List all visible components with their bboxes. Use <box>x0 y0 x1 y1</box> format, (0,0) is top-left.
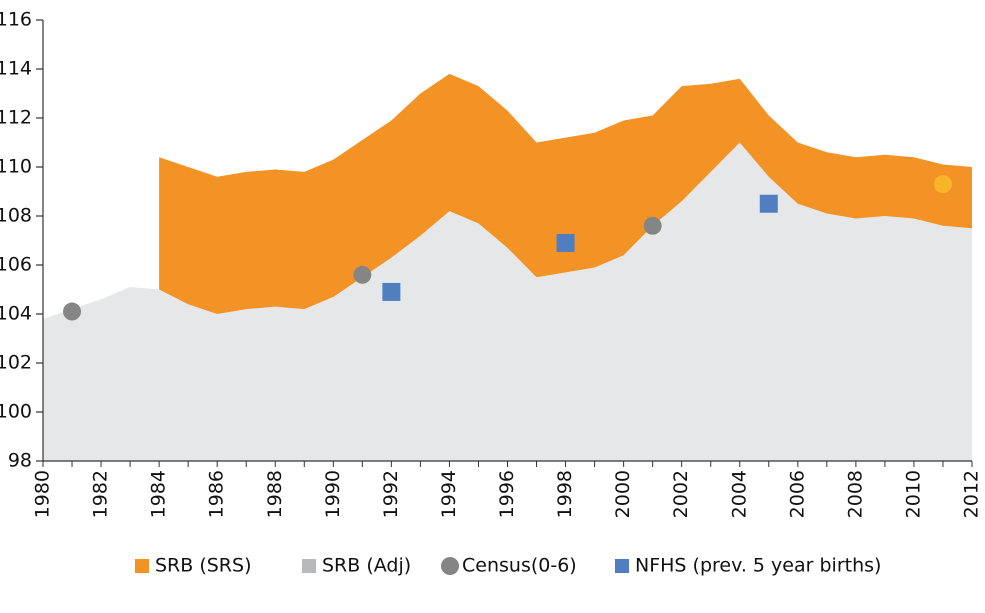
legend-marker <box>135 559 149 573</box>
y-tick-label: 104 <box>0 303 32 325</box>
x-tick-label: 2008 <box>844 470 866 518</box>
nfhs-point <box>382 282 401 301</box>
y-tick-label: 108 <box>0 205 32 227</box>
legend-item: SRB (Adj) <box>302 555 411 577</box>
census-point <box>933 175 952 194</box>
y-tick-label: 112 <box>0 107 32 129</box>
y-tick-label: 102 <box>0 352 32 374</box>
x-tick-label: 1996 <box>496 470 518 518</box>
x-tick-label: 2012 <box>961 470 983 518</box>
legend-label: Census(0-6) <box>462 555 577 577</box>
legend-marker <box>615 559 629 573</box>
legend-marker <box>441 557 459 575</box>
nfhs-point <box>759 194 778 213</box>
nfhs-point <box>556 233 575 252</box>
x-tick-label: 2006 <box>786 470 808 518</box>
x-tick-label: 1982 <box>90 470 112 518</box>
census-point <box>643 216 662 235</box>
x-tick-label: 1992 <box>380 470 402 518</box>
legend-item: NFHS (prev. 5 year births) <box>615 555 881 577</box>
legend-marker <box>302 559 316 573</box>
x-tick-label: 1994 <box>438 470 460 518</box>
y-tick-label: 116 <box>0 9 32 31</box>
x-tick-label: 2004 <box>728 470 750 518</box>
census-point <box>353 265 372 284</box>
x-tick-label: 1988 <box>264 470 286 518</box>
y-tick-label: 110 <box>0 156 32 178</box>
area <box>43 142 972 461</box>
x-tick-label: 2002 <box>670 470 692 518</box>
census-point <box>63 302 82 321</box>
x-tick-label: 1986 <box>206 470 228 518</box>
x-tick-label: 1998 <box>554 470 576 518</box>
y-tick-label: 100 <box>0 401 32 423</box>
x-tick-label: 2010 <box>902 470 924 518</box>
y-tick-label: 106 <box>0 254 32 276</box>
y-tick-label: 114 <box>0 58 32 80</box>
legend-label: SRB (SRS) <box>155 555 251 577</box>
x-tick-label: 2000 <box>612 470 634 518</box>
legend-label: SRB (Adj) <box>322 555 411 577</box>
legend-label: NFHS (prev. 5 year births) <box>635 555 881 577</box>
legend-item: SRB (SRS) <box>135 555 251 577</box>
y-tick-label: 98 <box>8 450 32 472</box>
legend-item: Census(0-6) <box>441 555 577 577</box>
x-tick-label: 1980 <box>32 470 54 518</box>
x-tick-label: 1990 <box>322 470 344 518</box>
x-tick-label: 1984 <box>148 470 170 518</box>
